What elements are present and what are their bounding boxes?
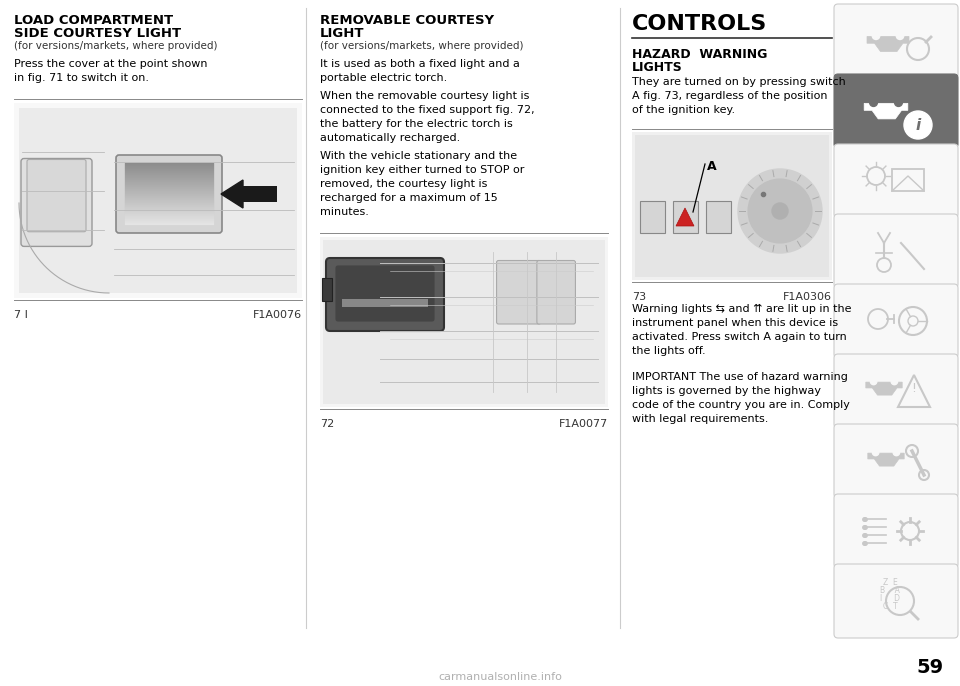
Circle shape bbox=[895, 99, 902, 106]
Text: LIGHT: LIGHT bbox=[320, 27, 365, 40]
FancyBboxPatch shape bbox=[27, 160, 86, 232]
Circle shape bbox=[871, 378, 876, 385]
Text: Press the cover at the point shown
in fig. 71 to switch it on.: Press the cover at the point shown in fi… bbox=[14, 59, 207, 83]
FancyBboxPatch shape bbox=[834, 214, 958, 288]
Text: (for versions/markets, where provided): (for versions/markets, where provided) bbox=[320, 41, 523, 51]
FancyBboxPatch shape bbox=[834, 564, 958, 638]
Text: F1A0306: F1A0306 bbox=[783, 292, 832, 302]
Text: With the vehicle stationary and the
ignition key either turned to STOP or
remove: With the vehicle stationary and the igni… bbox=[320, 151, 524, 217]
FancyBboxPatch shape bbox=[834, 144, 958, 218]
Polygon shape bbox=[864, 104, 908, 119]
Circle shape bbox=[891, 378, 898, 385]
Text: CONTROLS: CONTROLS bbox=[632, 14, 767, 34]
Circle shape bbox=[873, 449, 878, 456]
FancyBboxPatch shape bbox=[116, 155, 222, 233]
FancyBboxPatch shape bbox=[834, 424, 958, 498]
Bar bbox=[320, 237, 608, 407]
Bar bbox=[342, 299, 428, 307]
Text: 72: 72 bbox=[320, 419, 334, 429]
Text: LOAD COMPARTMENT: LOAD COMPARTMENT bbox=[14, 14, 173, 27]
Bar bbox=[632, 132, 832, 280]
Text: When the removable courtesy light is
connected to the fixed support fig. 72,
the: When the removable courtesy light is con… bbox=[320, 91, 535, 143]
FancyBboxPatch shape bbox=[496, 261, 540, 324]
Circle shape bbox=[772, 203, 788, 219]
Text: 73: 73 bbox=[632, 292, 646, 302]
Text: C  T: C T bbox=[882, 602, 898, 611]
Text: F1A0077: F1A0077 bbox=[559, 419, 608, 429]
FancyBboxPatch shape bbox=[21, 158, 92, 246]
FancyBboxPatch shape bbox=[326, 258, 444, 331]
Polygon shape bbox=[867, 36, 909, 51]
FancyBboxPatch shape bbox=[336, 266, 434, 321]
Text: Z  E: Z E bbox=[882, 578, 898, 587]
Circle shape bbox=[738, 169, 822, 253]
Circle shape bbox=[748, 179, 812, 243]
FancyBboxPatch shape bbox=[834, 354, 958, 428]
Bar bbox=[706, 201, 731, 233]
Text: IMPORTANT The use of hazard warning
lights is governed by the highway
code of th: IMPORTANT The use of hazard warning ligh… bbox=[632, 372, 850, 424]
Text: They are turned on by pressing switch
A fig. 73, regardless of the position
of t: They are turned on by pressing switch A … bbox=[632, 77, 846, 115]
Text: A: A bbox=[707, 160, 716, 173]
Text: HAZARD  WARNING: HAZARD WARNING bbox=[632, 48, 767, 61]
Bar bbox=[635, 135, 829, 277]
Text: (for versions/markets, where provided): (for versions/markets, where provided) bbox=[14, 41, 218, 51]
Text: SIDE COURTESY LIGHT: SIDE COURTESY LIGHT bbox=[14, 27, 181, 40]
Text: carmanualsonline.info: carmanualsonline.info bbox=[438, 672, 562, 682]
FancyBboxPatch shape bbox=[537, 261, 575, 324]
Text: !: ! bbox=[911, 381, 917, 394]
Text: B    A: B A bbox=[880, 586, 900, 595]
Bar bbox=[640, 201, 665, 233]
Text: LIGHTS: LIGHTS bbox=[632, 61, 683, 74]
Circle shape bbox=[893, 449, 900, 456]
Polygon shape bbox=[221, 180, 243, 208]
Bar bbox=[323, 240, 605, 404]
FancyBboxPatch shape bbox=[834, 494, 958, 568]
Text: It is used as both a fixed light and a
portable electric torch.: It is used as both a fixed light and a p… bbox=[320, 59, 520, 83]
Bar bbox=[322, 279, 332, 301]
FancyBboxPatch shape bbox=[834, 4, 958, 78]
Circle shape bbox=[870, 99, 877, 106]
Bar bbox=[673, 201, 698, 233]
Text: 7 I: 7 I bbox=[14, 310, 28, 320]
Text: F1A0076: F1A0076 bbox=[252, 310, 302, 320]
FancyBboxPatch shape bbox=[834, 284, 958, 358]
Circle shape bbox=[904, 111, 932, 139]
Polygon shape bbox=[868, 453, 904, 466]
Bar bbox=[243, 186, 277, 202]
Bar bbox=[892, 169, 924, 191]
Circle shape bbox=[897, 32, 903, 40]
Text: i: i bbox=[916, 117, 921, 132]
Text: 59: 59 bbox=[917, 658, 944, 677]
Circle shape bbox=[873, 32, 879, 40]
Polygon shape bbox=[676, 208, 694, 226]
Text: Warning lights ⇆ and ⇈ are lit up in the
instrument panel when this device is
ac: Warning lights ⇆ and ⇈ are lit up in the… bbox=[632, 304, 852, 356]
FancyBboxPatch shape bbox=[834, 74, 958, 148]
Bar bbox=[14, 103, 302, 298]
Text: I     D: I D bbox=[880, 594, 900, 603]
Bar bbox=[19, 108, 297, 293]
Text: REMOVABLE COURTESY: REMOVABLE COURTESY bbox=[320, 14, 494, 27]
Polygon shape bbox=[866, 382, 902, 395]
